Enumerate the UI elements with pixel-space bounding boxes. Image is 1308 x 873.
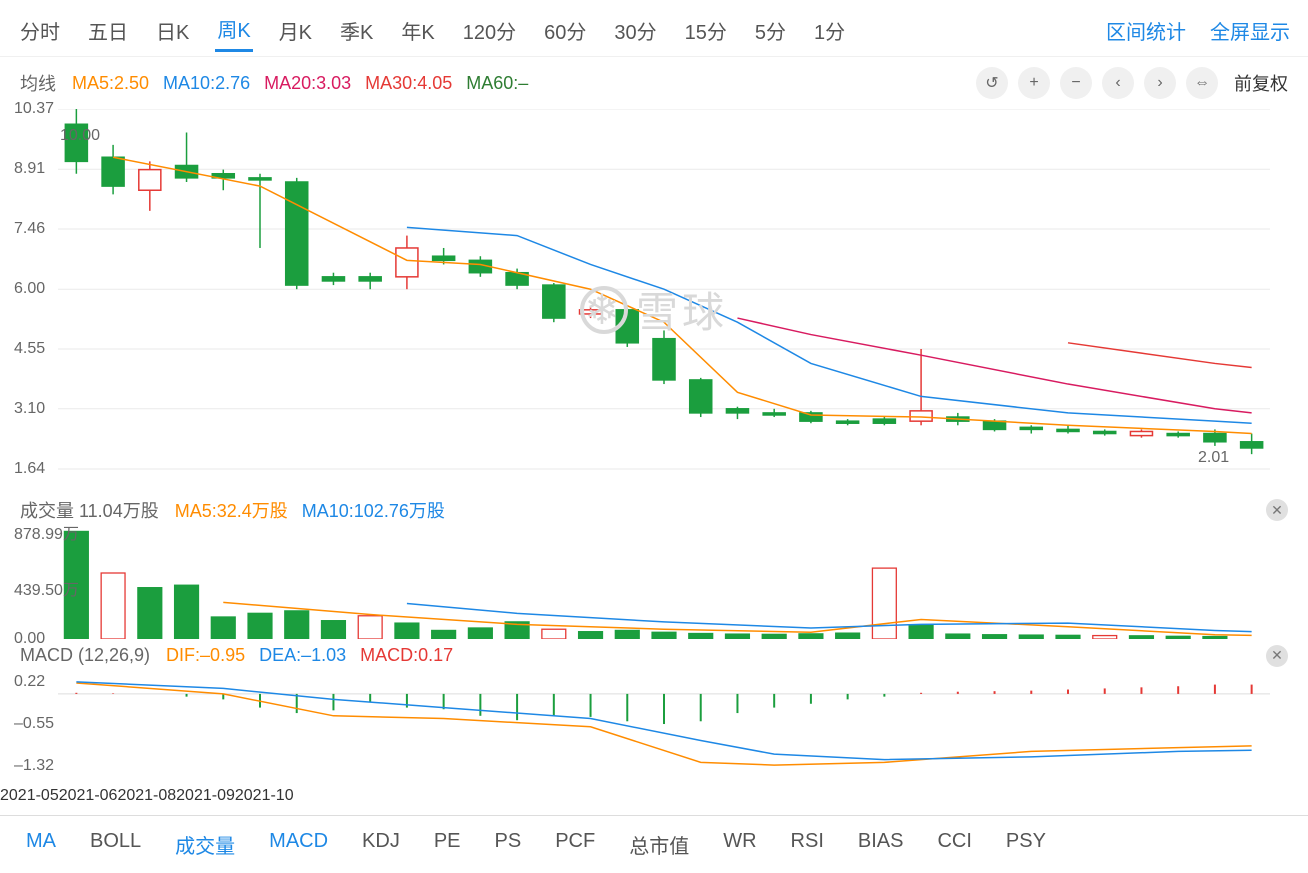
indicator-tab-RSI[interactable]: RSI	[791, 830, 824, 859]
macd-chart[interactable]: 0.22 –0.55 –1.32	[0, 672, 1308, 787]
top-right-link-0[interactable]: 区间统计	[1106, 16, 1186, 45]
ma-indicator-row: 均线 MA5:2.50 MA10:2.76 MA20:3.03 MA30:4.05 MA…	[0, 57, 1308, 109]
indicator-tab-KDJ[interactable]: KDJ	[362, 830, 400, 859]
x-axis: 2021-052021-062021-082021-092021-10	[0, 787, 1308, 815]
ma-value-0: MA5:2.50	[72, 73, 149, 93]
indicator-tab-PS[interactable]: PS	[495, 830, 522, 859]
macd-ytick: –0.55	[14, 715, 54, 733]
indicator-tab-WR[interactable]: WR	[723, 830, 756, 859]
timeframe-tab-7[interactable]: 120分	[461, 10, 518, 51]
volume-ytick: 878.99万	[14, 520, 79, 544]
timeframe-tabs: 分时五日日K 周K 月K 季K 年K 120分 60分 30分 15分 5分 1分 区间统计全屏显示	[0, 0, 1308, 57]
price-ytick: 3.10	[14, 400, 45, 418]
indicator-tab-MA[interactable]: MA	[26, 830, 56, 859]
macd-label-row: MACD (12,26,9) DIF:–0.95 DEA:–1.03 MACD:0.…	[0, 639, 1308, 672]
price-ytick: 8.91	[14, 160, 45, 178]
timeframe-tab-2[interactable]: 日K	[154, 10, 191, 51]
macd-ytick: –1.32	[14, 757, 54, 775]
timeframe-tab-3[interactable]: 周K	[215, 8, 252, 52]
timeframe-tab-5[interactable]: 季K	[338, 10, 375, 51]
ma-value-2: MA20:3.03	[264, 73, 351, 93]
timeframe-tab-6[interactable]: 年K	[399, 10, 436, 51]
toolbar-btn-2[interactable]: −	[1060, 67, 1092, 99]
macd-close-button[interactable]: ✕	[1266, 645, 1288, 667]
macd-value-1: DEA:–1.03	[259, 645, 346, 665]
ma-value-4: MA60:–	[466, 73, 528, 93]
indicator-tabs: MA BOLL 成交量 MACD KDJ PE PS PCF 总市值 WR RSI BIAS CCI PS…	[0, 815, 1308, 873]
indicator-tab-成交量[interactable]: 成交量	[175, 830, 235, 859]
volume-ytick: 439.50万	[14, 576, 79, 600]
timeframe-tab-0[interactable]: 分时	[18, 10, 62, 51]
timeframe-tab-11[interactable]: 5分	[753, 10, 788, 51]
price-overlay-label: 10.00	[60, 127, 100, 145]
timeframe-tab-8[interactable]: 60分	[542, 10, 588, 51]
xaxis-label: 2021-10	[235, 787, 294, 804]
top-right-link-1[interactable]: 全屏显示	[1210, 16, 1290, 45]
volume-chart[interactable]: 878.99万439.50万0.00	[0, 529, 1308, 639]
timeframe-tab-12[interactable]: 1分	[812, 10, 847, 51]
timeframe-tab-9[interactable]: 30分	[612, 10, 658, 51]
price-ytick: 4.55	[14, 340, 45, 358]
ma-value-1: MA10:2.76	[163, 73, 250, 93]
watermark-icon: ❄	[580, 286, 628, 334]
volume-close-button[interactable]: ✕	[1266, 499, 1288, 521]
ma-value-3: MA30:4.05	[365, 73, 452, 93]
timeframe-tab-10[interactable]: 15分	[683, 10, 729, 51]
adjust-label[interactable]: 前复权	[1234, 70, 1288, 96]
volume-ma-0: MA5:32.4万股	[175, 501, 288, 521]
indicator-tab-PCF[interactable]: PCF	[555, 830, 595, 859]
watermark: ❄ 雪球	[580, 279, 728, 340]
watermark-text: 雪球	[636, 279, 728, 340]
timeframe-tab-4[interactable]: 月K	[277, 10, 314, 51]
toolbar-btn-1[interactable]: +	[1018, 67, 1050, 99]
macd-value-0: DIF:–0.95	[166, 645, 245, 665]
indicator-tab-PSY[interactable]: PSY	[1006, 830, 1046, 859]
ma-label: 均线	[20, 70, 56, 96]
indicator-tab-MACD[interactable]: MACD	[269, 830, 328, 859]
macd-ytick: 0.22	[14, 673, 45, 691]
toolbar-btn-4[interactable]: ›	[1144, 67, 1176, 99]
price-chart[interactable]: 10.378.917.466.004.553.101.64 10.002.01 …	[0, 109, 1308, 491]
volume-label-row: 成交量 11.04万股 MA5:32.4万股 MA10:102.76万股 ✕	[0, 491, 1308, 529]
indicator-tab-总市值[interactable]: 总市值	[629, 830, 689, 859]
price-ytick: 7.46	[14, 220, 45, 238]
xaxis-label: 2021-08	[117, 787, 176, 804]
macd-label: MACD (12,26,9)	[20, 645, 150, 666]
volume-label: 成交量 11.04万股	[20, 497, 159, 523]
indicator-tab-CCI[interactable]: CCI	[937, 830, 971, 859]
chart-toolbar: ↺ +−‹ › ⇔ 前复权	[976, 67, 1288, 99]
toolbar-btn-3[interactable]: ‹	[1102, 67, 1134, 99]
price-ytick: 1.64	[14, 460, 45, 478]
xaxis-label: 2021-05	[0, 787, 59, 804]
price-overlay-label: 2.01	[1198, 449, 1229, 467]
toolbar-btn-5[interactable]: ⇔	[1186, 67, 1218, 99]
volume-ma-1: MA10:102.76万股	[302, 501, 445, 521]
price-ytick: 6.00	[14, 280, 45, 298]
macd-value-2: MACD:0.17	[360, 645, 453, 665]
price-ytick: 10.37	[14, 100, 54, 118]
timeframe-tab-1[interactable]: 五日	[86, 10, 130, 51]
xaxis-label: 2021-09	[176, 787, 235, 804]
toolbar-btn-0[interactable]: ↺	[976, 67, 1008, 99]
xaxis-label: 2021-06	[59, 787, 118, 804]
indicator-tab-BIAS[interactable]: BIAS	[858, 830, 904, 859]
indicator-tab-PE[interactable]: PE	[434, 830, 461, 859]
indicator-tab-BOLL[interactable]: BOLL	[90, 830, 141, 859]
